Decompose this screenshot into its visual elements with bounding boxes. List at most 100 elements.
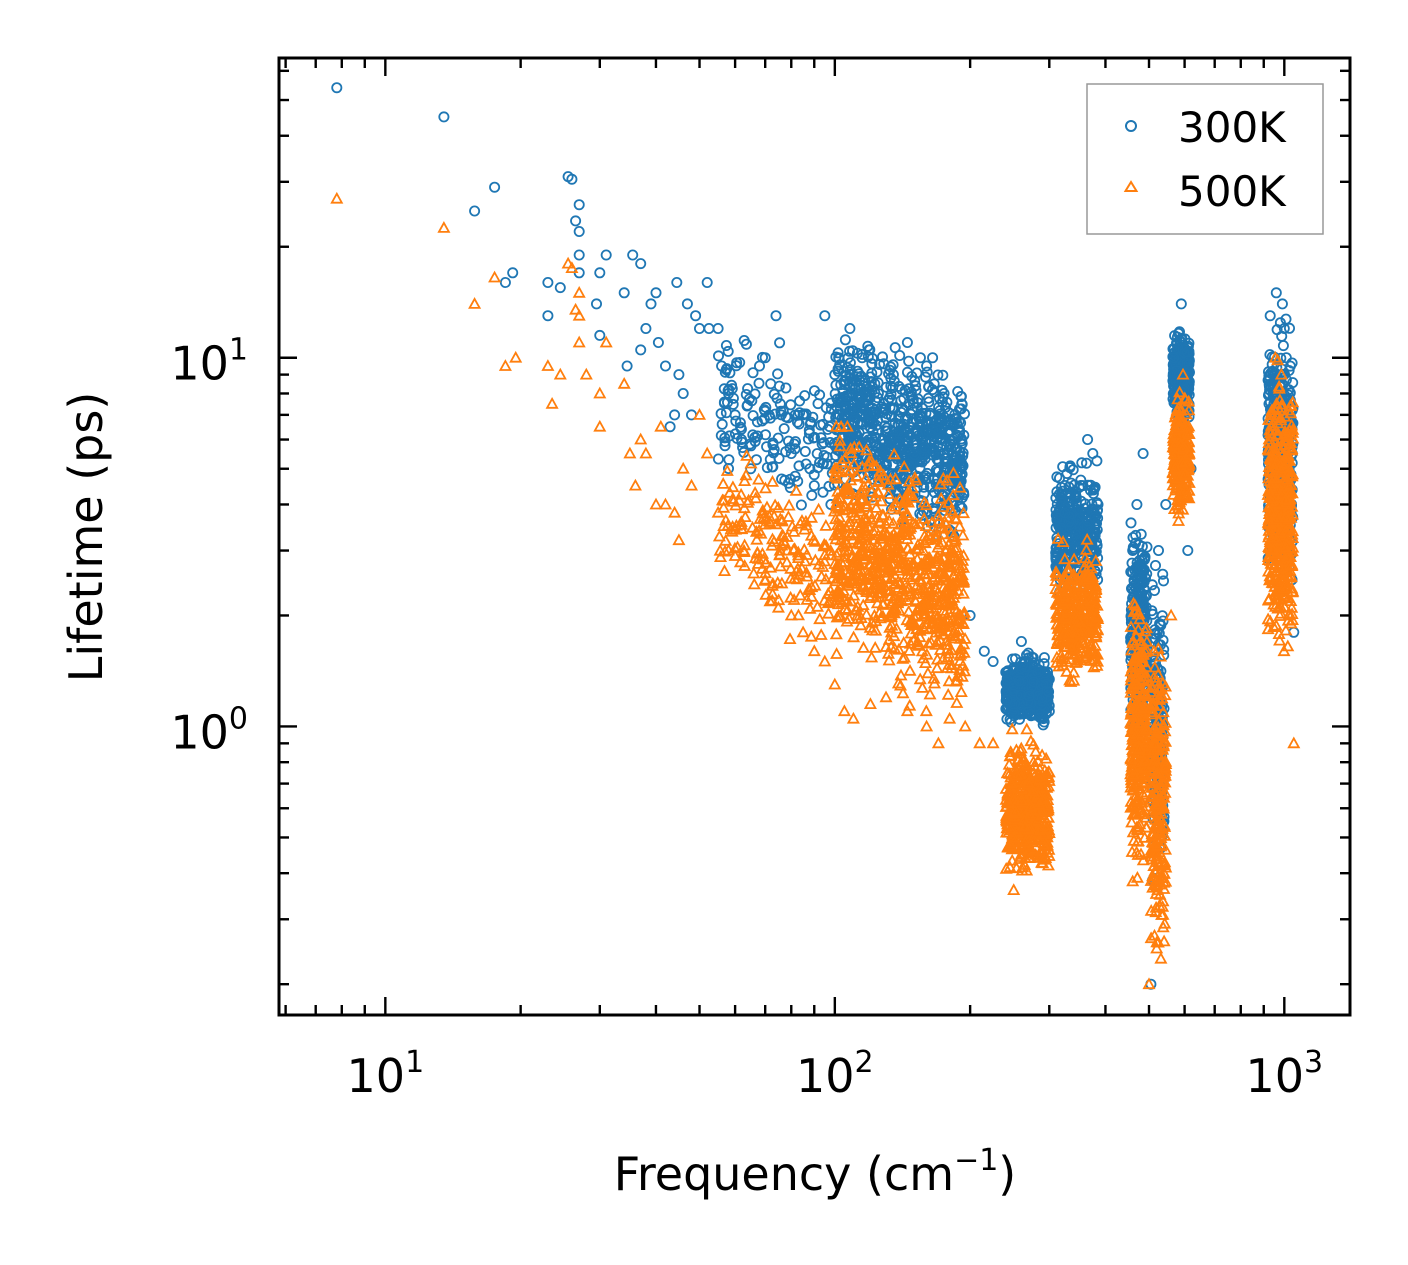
point-500k [654,419,668,432]
point-300k [1015,636,1027,648]
point-300k [438,111,450,123]
point-300k [1158,575,1170,587]
point-300k [914,352,926,364]
point-300k [876,435,888,447]
point-300k [926,429,938,441]
point-300k [802,433,814,445]
point-300k [800,458,812,470]
point-300k [877,351,889,363]
point-300k [888,375,900,387]
point-300k [664,421,676,433]
point-500k [818,654,832,667]
point-500k [437,221,451,233]
point-300k [594,329,606,341]
point-300k [799,445,811,457]
point-300k [790,436,802,448]
point-300k [794,395,806,407]
point-300k [956,438,968,450]
point-500k [712,529,726,542]
point-300k [987,656,999,668]
point-300k [954,424,966,436]
point-300k [1160,498,1172,510]
point-500k [1005,853,1019,866]
point-300k [1146,579,1158,591]
point-500k [593,419,607,432]
point-300k [807,411,819,423]
point-300k [730,360,742,372]
point-300k [833,353,845,365]
point-500k [572,285,586,298]
point-300k [780,411,792,423]
point-500k [628,478,642,491]
point-500k [919,704,933,717]
point-500k [1020,722,1034,735]
point-300k [920,371,932,383]
point-300k [881,425,893,437]
point-300k [770,310,782,322]
point-500k [941,687,955,700]
point-300k [879,447,891,459]
point-500k [868,640,882,653]
point-300k [731,432,743,444]
point-300k [923,396,935,408]
point-500k [1287,736,1301,749]
point-300k [896,481,908,493]
point-300k [1010,653,1022,665]
point-500k [782,498,796,511]
point-300k [816,438,828,450]
point-300k [950,413,962,425]
point-300k [832,347,844,359]
point-300k [805,416,817,428]
point-300k [1137,447,1149,459]
point-300k [922,392,934,404]
point-300k [901,336,913,348]
point-500k [1007,883,1021,895]
point-300k [758,413,770,425]
point-300k [809,431,821,443]
point-300k [880,381,892,393]
point-500k [829,627,843,640]
point-300k [817,457,829,469]
point-300k [921,360,933,372]
point-500k [813,612,827,625]
point-300k [862,414,874,426]
point-300k [830,379,842,391]
point-300k [949,454,961,466]
point-300k [573,249,585,261]
point-300k [927,352,939,364]
point-300k [978,645,990,657]
point-300k [745,463,757,475]
point-300k [940,401,952,413]
point-300k [881,459,893,471]
point-500k [593,386,607,399]
point-300k [772,368,784,380]
point-300k [767,439,779,451]
point-500k [837,704,851,717]
point-300k [1149,585,1161,597]
point-300k [789,470,801,482]
point-300k [795,499,807,511]
point-300k [928,378,940,390]
point-300k [841,390,853,402]
point-300k [923,472,935,484]
point-300k [861,416,873,428]
point-300k [671,276,683,288]
point-300k [895,406,907,418]
point-500k [700,446,714,459]
point-500k [958,719,972,732]
point-500k [956,528,970,541]
point-300k [952,385,964,397]
point-300k [712,322,724,334]
point-300k [794,407,806,419]
point-300k [1264,310,1276,322]
point-500k [900,704,914,717]
point-300k [722,345,734,357]
point-500k [498,359,512,371]
point-300k [932,369,944,381]
point-300k [640,322,652,334]
point-300k [885,361,897,373]
point-300k [892,436,904,448]
point-300k [742,399,754,411]
point-300k [712,453,724,465]
point-500k [579,367,593,380]
